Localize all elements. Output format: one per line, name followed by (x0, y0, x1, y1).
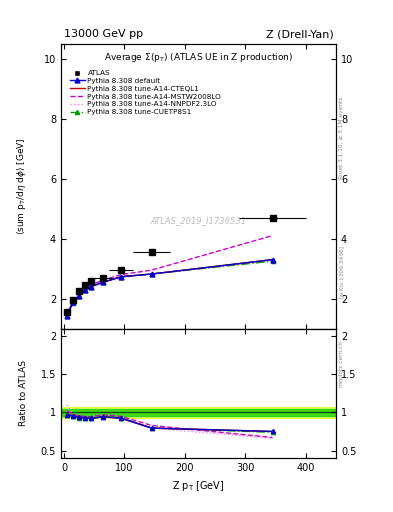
X-axis label: Z p$_\mathrm{T}$ [GeV]: Z p$_\mathrm{T}$ [GeV] (172, 479, 225, 493)
Text: Rivet 3.1.10, ≥ 3.1M events: Rivet 3.1.10, ≥ 3.1M events (339, 97, 344, 179)
Text: mcplots.cern.ch: mcplots.cern.ch (339, 340, 344, 387)
Text: Z (Drell-Yan): Z (Drell-Yan) (266, 29, 333, 39)
Text: 13000 GeV pp: 13000 GeV pp (64, 29, 143, 39)
Text: Average $\Sigma$(p$_\mathrm{T}$) (ATLAS UE in Z production): Average $\Sigma$(p$_\mathrm{T}$) (ATLAS … (104, 51, 293, 63)
Y-axis label: Ratio to ATLAS: Ratio to ATLAS (19, 360, 28, 426)
Y-axis label: $\langle$sum p$_\mathrm{T}$/d$\eta$ d$\phi\rangle$ [GeV]: $\langle$sum p$_\mathrm{T}$/d$\eta$ d$\p… (15, 137, 28, 235)
Bar (61, 407, 336, 418)
Bar (61, 410, 336, 416)
Text: ATLAS_2019_I1736531: ATLAS_2019_I1736531 (151, 216, 246, 225)
Legend: ATLAS, Pythia 8.308 default, Pythia 8.308 tune-A14-CTEQL1, Pythia 8.308 tune-A14: ATLAS, Pythia 8.308 default, Pythia 8.30… (67, 67, 224, 118)
Text: [arXiv:1306.3436]: [arXiv:1306.3436] (339, 245, 344, 298)
